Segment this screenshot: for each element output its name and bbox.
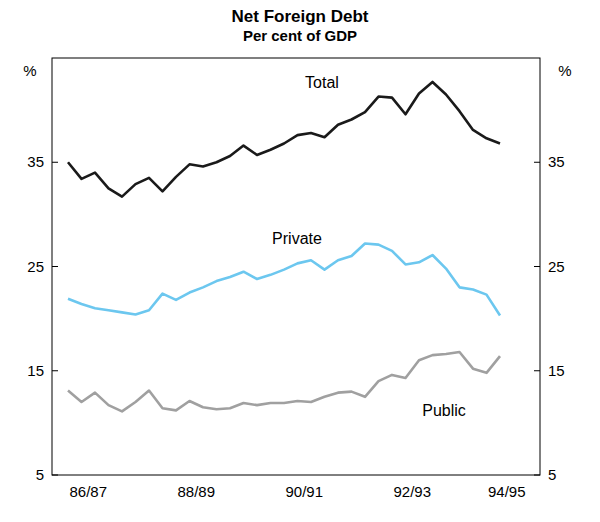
- y-tick-label: 15: [548, 362, 565, 379]
- y-tick: [534, 475, 540, 476]
- series-label: Total: [305, 74, 339, 91]
- y-tick: [52, 162, 58, 163]
- y-tick: [534, 162, 540, 163]
- series-line: [68, 244, 500, 316]
- x-tick-label: 88/89: [177, 483, 215, 500]
- y-tick-label: 25: [27, 258, 44, 275]
- y-unit-right: %: [558, 62, 571, 79]
- y-tick-label: 35: [548, 153, 565, 170]
- y-tick-label: 15: [27, 362, 44, 379]
- x-tick-label: 92/93: [393, 483, 431, 500]
- y-tick: [52, 475, 58, 476]
- x-tick-label: 94/95: [488, 483, 526, 500]
- y-tick: [534, 266, 540, 267]
- y-tick: [52, 370, 58, 371]
- y-unit-left: %: [23, 62, 36, 79]
- y-tick-label: 35: [27, 153, 44, 170]
- plot-frame: [52, 58, 540, 475]
- chart: Net Foreign DebtPer cent of GDP%% 5 5 15 15 2…: [0, 0, 600, 522]
- series-line: [68, 82, 500, 197]
- series-label: Private: [272, 230, 322, 247]
- series-label: Public: [422, 402, 466, 419]
- y-tick-label: 25: [548, 258, 565, 275]
- x-tick-label: 90/91: [285, 483, 323, 500]
- lines: [68, 82, 500, 411]
- y-tick: [52, 266, 58, 267]
- y-tick-label: 5: [36, 466, 44, 483]
- title: Net Foreign Debt: [232, 7, 369, 26]
- y-tick: [534, 370, 540, 371]
- subtitle: Per cent of GDP: [243, 27, 357, 44]
- y-tick-label: 5: [548, 466, 556, 483]
- x-tick-label: 86/87: [69, 483, 107, 500]
